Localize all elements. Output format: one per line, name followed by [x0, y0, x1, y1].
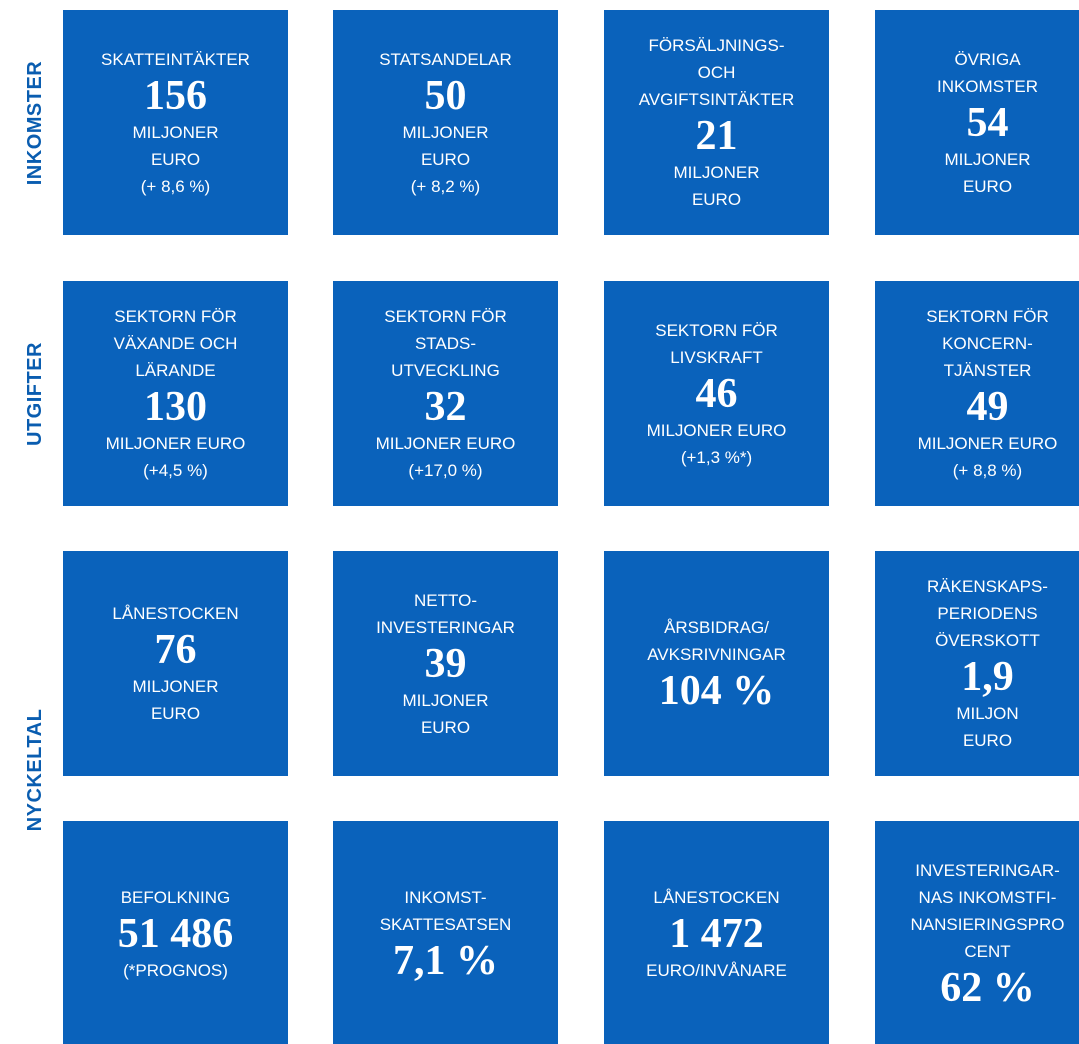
tile-value: 62 % [940, 964, 1035, 1011]
tile-unit: EURO [420, 717, 471, 737]
tile-caption: INKOMSTER [936, 76, 1039, 96]
kpi-tile: ÖVRIGA INKOMSTER 54 MILJONER EURO [875, 10, 1079, 235]
section-label: INKOMSTER [24, 60, 46, 186]
tile-value: 50 [424, 72, 467, 119]
tile-unit: (+1,3 %*) [680, 447, 753, 467]
tile-caption: BEFOLKNING [120, 887, 231, 907]
tile-caption: AVGIFTSINTÄKTER [638, 90, 795, 109]
tile-caption: FÖRSÄLJNINGS- [648, 36, 785, 55]
tile-unit: EURO [150, 704, 201, 723]
kpi-tile: NETTO- INVESTERINGAR 39 MILJONER EURO [333, 551, 558, 776]
tile-unit: EURO [420, 149, 471, 169]
tile-unit: MILJONER [673, 163, 760, 182]
tile-value: 51 486 [117, 910, 234, 957]
tile-unit: MILJONER [402, 690, 489, 710]
tile-caption: NETTO- [414, 590, 477, 610]
tile-caption: AVKSRIVNINGAR [647, 644, 786, 664]
tile-caption: LÅNESTOCKEN [112, 604, 239, 623]
tile-unit: MILJONER [132, 677, 219, 696]
tile-unit: MILJONER [132, 122, 219, 142]
tile-caption: STATSANDELAR [379, 49, 512, 69]
tile-caption: ÖVRIGA [954, 49, 1021, 69]
tile-caption: UTVECKLING [391, 361, 500, 380]
kpi-tile: SEKTORN FÖR VÄXANDE OCH LÄRANDE 130 MILJONER… [63, 281, 288, 506]
tile-caption: RÄKENSKAPS- [927, 577, 1048, 596]
tile-value: 21 [695, 113, 738, 159]
tile-caption: OCH [697, 63, 736, 82]
tile-unit: EURO/INVÅNARE [646, 960, 787, 980]
tile-caption: NAS INKOMSTFI- [918, 887, 1057, 907]
kpi-tile: SEKTORN FÖR LIVSKRAFT 46 MILJONER EURO (+1,3… [604, 281, 829, 506]
tile-unit: MILJONER [402, 122, 489, 142]
section-label: UTGIFTER [24, 342, 46, 446]
section-label: NYCKELTAL [24, 708, 46, 832]
tile-caption: CENT [964, 941, 1011, 961]
tile-caption: LÅNESTOCKEN [653, 887, 780, 907]
tile-value: 32 [424, 384, 467, 430]
tile-caption: INKOMST- [404, 887, 487, 907]
tile-unit: MILJONER [944, 149, 1031, 169]
tile-caption: ÖVERSKOTT [935, 631, 1040, 650]
tile-caption: LIVSKRAFT [670, 347, 763, 367]
tile-caption: INVESTERINGAR [376, 617, 515, 637]
tile-unit: MILJONER EURO [105, 434, 246, 453]
tile-value: 130 [144, 384, 207, 430]
tile-value: 1,9 [961, 654, 1014, 700]
tile-value: 46 [695, 370, 738, 417]
tile-caption: SKATTEINTÄKTER [101, 49, 250, 69]
tile-caption: KONCERN- [942, 334, 1033, 353]
kpi-tile: LÅNESTOCKEN 1 472 EURO/INVÅNARE [604, 821, 829, 1044]
tile-unit: (+4,5 %) [143, 461, 208, 480]
tile-unit: MILJONER EURO [646, 420, 787, 440]
kpi-tile: INKOMST- SKATTESATSEN 7,1 % [333, 821, 558, 1044]
tile-caption: ÅRSBIDRAG/ [664, 617, 769, 637]
tile-caption: LÄRANDE [135, 361, 216, 380]
tile-caption: TJÄNSTER [943, 361, 1032, 380]
tile-value: 39 [424, 640, 467, 687]
tile-caption: SEKTORN FÖR [655, 320, 778, 340]
tile-caption: SEKTORN FÖR [926, 307, 1049, 326]
tile-value: 76 [154, 627, 197, 673]
tile-value: 49 [966, 384, 1009, 430]
tile-caption: SEKTORN FÖR [114, 307, 237, 326]
tile-unit: (+ 8,6 %) [140, 176, 211, 196]
kpi-tile: LÅNESTOCKEN 76 MILJONER EURO [63, 551, 288, 776]
tile-unit: EURO [962, 176, 1013, 196]
tile-value: 7,1 % [393, 937, 498, 984]
tile-caption: SEKTORN FÖR [384, 307, 507, 326]
tile-caption: PERIODENS [937, 604, 1038, 623]
kpi-tile: BEFOLKNING 51 486 (*PROGNOS) [63, 821, 288, 1044]
kpi-tile: INVESTERINGAR- NAS INKOMSTFI- NANSIERINGSP… [875, 821, 1079, 1044]
tile-caption: STADS- [414, 334, 477, 353]
tile-value: 104 % [658, 667, 775, 714]
tile-unit: EURO [691, 190, 742, 209]
tile-caption: INVESTERINGAR- [915, 860, 1060, 880]
kpi-tile: FÖRSÄLJNINGS- OCH AVGIFTSINTÄKTER 21 MILJONE… [604, 10, 829, 235]
tile-unit: MILJONER EURO [375, 434, 516, 453]
tile-unit: (+ 8,8 %) [952, 461, 1023, 480]
tile-unit: EURO [962, 731, 1013, 750]
kpi-tile: SEKTORN FÖR KONCERN- TJÄNSTER 49 MILJONER EU… [875, 281, 1079, 506]
tile-caption: NANSIERINGSPRO [910, 914, 1065, 934]
kpi-tile: SKATTEINTÄKTER 156 MILJONER EURO (+ 8,6 %) [63, 10, 288, 235]
tile-caption: VÄXANDE OCH [113, 334, 238, 353]
tile-unit: MILJONER EURO [917, 434, 1058, 453]
tile-unit: MILJON [956, 704, 1019, 723]
kpi-tile: RÄKENSKAPS- PERIODENS ÖVERSKOTT 1,9 MILJON EU… [875, 551, 1079, 776]
kpi-tile: ÅRSBIDRAG/AVKSRIVNINGAR 104 % [604, 551, 829, 776]
tile-value: 54 [966, 99, 1009, 146]
tile-value: 156 [144, 72, 207, 119]
tile-unit: EURO [150, 149, 201, 169]
tile-unit: (+17,0 %) [408, 461, 483, 480]
kpi-tile: STATSANDELAR 50 MILJONER EURO (+ 8,2 %) [333, 10, 558, 235]
tile-unit: (+ 8,2 %) [410, 176, 481, 196]
kpi-tile: SEKTORN FÖR STADS- UTVECKLING 32 MILJONER EU… [333, 281, 558, 506]
tile-unit: (*PROGNOS) [123, 960, 228, 980]
tile-value: 1 472 [669, 910, 764, 957]
tile-caption: SKATTESATSEN [379, 914, 512, 934]
